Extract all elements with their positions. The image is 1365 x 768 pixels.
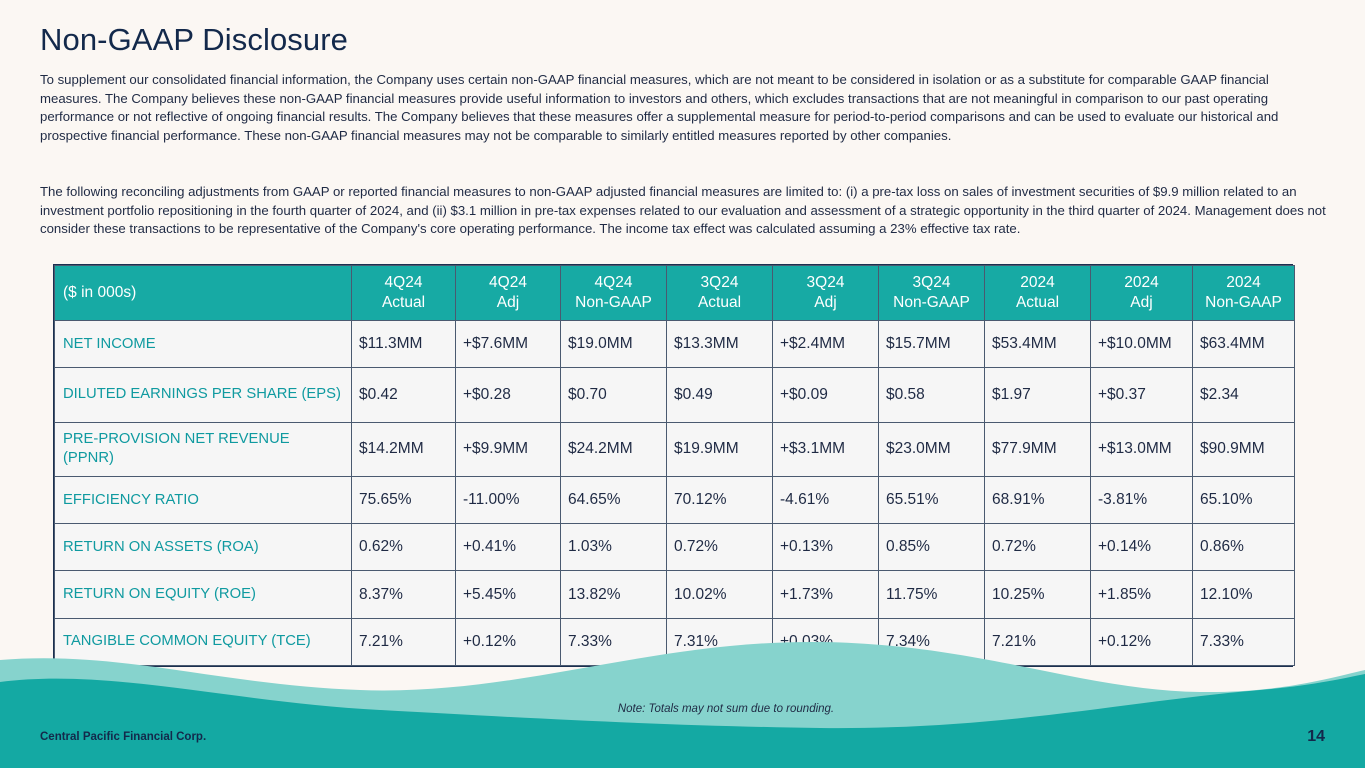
table-cell: $13.3MM [666, 319, 773, 369]
table-row: RETURN ON EQUITY (ROE) 8.37% +5.45% 13.8… [54, 570, 1295, 619]
table-cell: $0.42 [351, 367, 456, 423]
table-cell: $19.9MM [666, 421, 773, 478]
table-cell: 10.25% [984, 570, 1091, 619]
page-title: Non-GAAP Disclosure [40, 22, 348, 57]
table-cell: 65.51% [878, 476, 985, 525]
table-cell: 13.82% [560, 570, 667, 619]
table-cell: $53.4MM [984, 319, 1091, 369]
table-cell: +$9.9MM [455, 421, 561, 478]
table-cell: 0.72% [666, 523, 773, 572]
table-cell: -4.61% [772, 476, 879, 525]
column-header: 2024 Non-GAAP [1192, 265, 1295, 321]
table-cell: +$0.28 [455, 367, 561, 423]
table-cell: $1.97 [984, 367, 1091, 423]
column-header: 4Q24 Non-GAAP [560, 265, 667, 321]
table-cell: $77.9MM [984, 421, 1091, 478]
table-cell: $90.9MM [1192, 421, 1295, 478]
table-cell: 64.65% [560, 476, 667, 525]
table-cell: $11.3MM [351, 319, 456, 369]
row-metric: EFFICIENCY RATIO [54, 476, 352, 525]
table-cell: +$0.09 [772, 367, 879, 423]
row-metric: TANGIBLE COMMON EQUITY (TCE) [54, 617, 352, 667]
table-header-label: ($ in 000s) [54, 265, 352, 321]
dark-wave-shape [0, 674, 1365, 768]
table-cell: +1.73% [772, 570, 879, 619]
intro-paragraph: To supplement our consolidated financial… [40, 72, 1279, 143]
table-cell: 7.21% [984, 617, 1091, 667]
row-metric: PRE-PROVISION NET REVENUE (PPNR) [54, 421, 352, 478]
table-cell: $14.2MM [351, 421, 456, 478]
table-cell: 8.37% [351, 570, 456, 619]
column-header: 2024 Adj [1090, 265, 1193, 321]
row-metric: NET INCOME [54, 319, 352, 369]
table-row: DILUTED EARNINGS PER SHARE (EPS) $0.42 +… [54, 367, 1295, 423]
row-metric: RETURN ON EQUITY (ROE) [54, 570, 352, 619]
table-cell: 65.10% [1192, 476, 1295, 525]
table-cell: +$10.0MM [1090, 319, 1193, 369]
table-cell: 0.62% [351, 523, 456, 572]
table-cell: 0.86% [1192, 523, 1295, 572]
table-cell: 7.33% [560, 617, 667, 667]
company-name: Central Pacific Financial Corp. [40, 731, 207, 743]
table-cell: $0.70 [560, 367, 667, 423]
table-row: EFFICIENCY RATIO 75.65% -11.00% 64.65% 7… [54, 476, 1295, 525]
table-cell: 75.65% [351, 476, 456, 525]
table-cell: +$7.6MM [455, 319, 561, 369]
table-cell: +$0.37 [1090, 367, 1193, 423]
table-cell: 12.10% [1192, 570, 1295, 619]
table-cell: -11.00% [455, 476, 561, 525]
table-cell: +0.41% [455, 523, 561, 572]
table-cell: $15.7MM [878, 319, 985, 369]
table-cell: +0.13% [772, 523, 879, 572]
table-cell: +$13.0MM [1090, 421, 1193, 478]
table-cell: +$3.1MM [772, 421, 879, 478]
table-cell: 1.03% [560, 523, 667, 572]
table-row: RETURN ON ASSETS (ROA) 0.62% +0.41% 1.03… [54, 523, 1295, 572]
column-header: 2024 Actual [984, 265, 1091, 321]
table-row: NET INCOME $11.3MM +$7.6MM $19.0MM $13.3… [54, 319, 1295, 369]
table-cell: $0.58 [878, 367, 985, 423]
row-metric: RETURN ON ASSETS (ROA) [54, 523, 352, 572]
table-cell: 68.91% [984, 476, 1091, 525]
footer-wave [0, 641, 1365, 768]
table-cell: $24.2MM [560, 421, 667, 478]
row-metric: DILUTED EARNINGS PER SHARE (EPS) [54, 367, 352, 423]
table-cell: $0.49 [666, 367, 773, 423]
table-cell: +0.14% [1090, 523, 1193, 572]
table-cell: $2.34 [1192, 367, 1295, 423]
column-header: 4Q24 Adj [455, 265, 561, 321]
table-cell: +5.45% [455, 570, 561, 619]
rounding-note: Note: Totals may not sum due to rounding… [617, 703, 835, 715]
column-header: 3Q24 Non-GAAP [878, 265, 985, 321]
table-row: PRE-PROVISION NET REVENUE (PPNR) $14.2MM… [54, 421, 1295, 478]
table-cell: 0.72% [984, 523, 1091, 572]
table-cell: 70.12% [666, 476, 773, 525]
table-header-row: ($ in 000s) 4Q24 Actual 4Q24 Adj 4Q24 No… [54, 265, 1295, 321]
table-cell: +1.85% [1090, 570, 1193, 619]
non-gaap-table: ($ in 000s) 4Q24 Actual 4Q24 Adj 4Q24 No… [53, 264, 1295, 667]
column-header: 4Q24 Actual [351, 265, 456, 321]
table-cell: 7.33% [1192, 617, 1295, 667]
table-cell: +$2.4MM [772, 319, 879, 369]
table-cell: -3.81% [1090, 476, 1193, 525]
page-number: 14 [1307, 728, 1325, 745]
table-cell: 10.02% [666, 570, 773, 619]
column-header: 3Q24 Actual [666, 265, 773, 321]
reconciliation-paragraph: The following reconciling adjustments fr… [40, 184, 1326, 237]
table-cell: +0.12% [1090, 617, 1193, 667]
table-cell: +0.12% [455, 617, 561, 667]
column-header: 3Q24 Adj [772, 265, 879, 321]
table-cell: $23.0MM [878, 421, 985, 478]
table-cell: 11.75% [878, 570, 985, 619]
table-cell: 0.85% [878, 523, 985, 572]
table-cell: $63.4MM [1192, 319, 1295, 369]
table-cell: $19.0MM [560, 319, 667, 369]
